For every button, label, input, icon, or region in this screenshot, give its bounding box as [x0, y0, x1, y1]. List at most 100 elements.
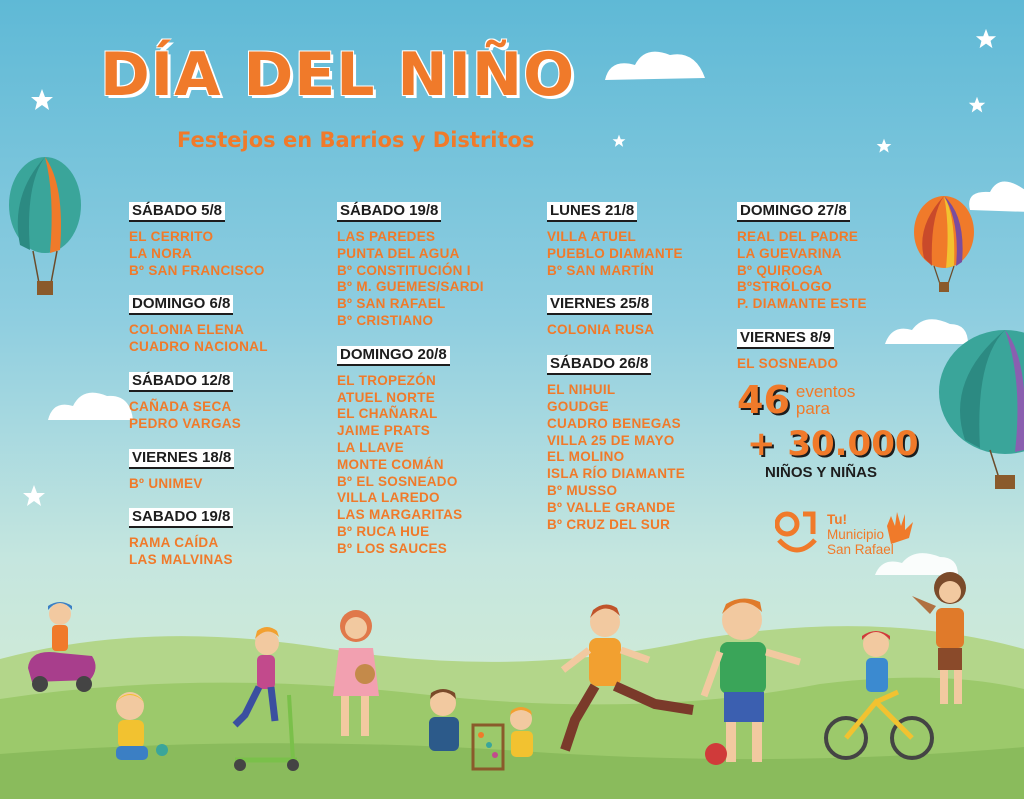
- place-item: Bº SAN MARTÍN: [547, 262, 655, 278]
- day-header: SÁBADO 5/8: [129, 202, 226, 222]
- hands-icon: [887, 512, 913, 544]
- boy-number-five-icon: [700, 598, 801, 765]
- place-item: MONTE COMÁN: [337, 456, 444, 472]
- children-playing-abacus-icon: [429, 689, 533, 771]
- day-header: SABADO 19/8: [129, 508, 234, 529]
- day-header: VIERNES 25/8: [547, 295, 653, 316]
- hot-air-balloon-icon: [9, 157, 81, 295]
- place-item: LAS PAREDES: [337, 229, 436, 244]
- cloud-icon: [48, 392, 133, 420]
- event-group: SÁBADO 5/8 EL CERRITO LA NORA Bº SAN FRA…: [129, 200, 319, 279]
- place-item: BºSTRÓLOGO: [737, 279, 832, 295]
- star-icon: [612, 134, 626, 147]
- day-header: VIERNES 8/9: [737, 328, 834, 349]
- place-item: VILLA ATUEL: [547, 229, 637, 244]
- events-count: 46: [737, 378, 790, 422]
- events-para: para: [795, 399, 830, 418]
- place-item: JAIME PRATS: [337, 423, 431, 439]
- place-item: EL CERRITO: [129, 229, 214, 244]
- schedule-column-3: LUNES 21/8 VILLA ATUEL PUEBLO DIAMANTE B…: [547, 200, 737, 547]
- event-group: VIERNES 18/8 Bº UNIMEV: [129, 447, 319, 493]
- schedule-column-2: SÁBADO 19/8 LAS PAREDES PUNTA DEL AGUA B…: [337, 200, 527, 572]
- place-item: Bº CONSTITUCIÓN I: [337, 262, 471, 278]
- event-group: DOMINGO 20/8 EL TROPEZÓN ATUEL NORTE EL …: [337, 344, 527, 558]
- girl-with-teddy-bear-icon: [333, 610, 379, 736]
- schedule-column-4: DOMINGO 27/8 REAL DEL PADRE LA GUEVARINA…: [737, 200, 927, 387]
- star-icon: [31, 89, 53, 110]
- child-on-bicycle-icon: [824, 631, 934, 760]
- cloud-icon: [605, 51, 705, 80]
- place-item: COLONIA ELENA: [129, 322, 245, 338]
- event-group: DOMINGO 6/8 COLONIA ELENA CUADRO NACIONA…: [129, 293, 319, 356]
- event-group: LUNES 21/8 VILLA ATUEL PUEBLO DIAMANTE B…: [547, 200, 737, 279]
- schedule-column-1: SÁBADO 5/8 EL CERRITO LA NORA Bº SAN FRA…: [129, 200, 319, 583]
- place-item: Bº SAN FRANCISCO: [129, 262, 265, 278]
- place-item: EL MOLINO: [547, 449, 625, 465]
- place-item: CAÑADA SECA: [129, 398, 232, 414]
- place-item: LAS MALVINAS: [129, 552, 233, 568]
- stats-block: 46 eventos para + 30.000 NIÑOS Y NIÑAS: [737, 380, 937, 481]
- place-item: Bº SAN RAFAEL: [337, 296, 446, 312]
- place-item: VILLA LAREDO: [337, 490, 440, 506]
- star-icon: [23, 485, 45, 506]
- place-item: EL TROPEZÓN: [337, 372, 437, 388]
- place-item: LA LLAVE: [337, 439, 404, 455]
- place-item: PUNTA DEL AGUA: [337, 245, 460, 261]
- day-header: VIERNES 18/8: [129, 448, 235, 469]
- place-item: LA NORA: [129, 245, 193, 261]
- child-with-toy-plane-icon: [912, 572, 966, 704]
- day-header: SÁBADO 19/8: [337, 202, 442, 222]
- star-icon: [876, 138, 892, 153]
- star-icon: [975, 28, 997, 49]
- place-item: ISLA RÍO DIAMANTE: [547, 466, 686, 482]
- day-header: DOMINGO 6/8: [129, 295, 234, 316]
- event-group: VIERNES 8/9 EL SOSNEADO: [737, 327, 927, 373]
- event-group: SÁBADO 26/8 EL NIHUIL GOUDGE CUADRO BENE…: [547, 353, 737, 533]
- day-header: LUNES 21/8: [547, 202, 638, 222]
- place-item: GOUDGE: [547, 398, 609, 414]
- place-item: CUADRO BENEGAS: [547, 415, 681, 431]
- place-item: Bº UNIMEV: [129, 475, 203, 491]
- day-header: DOMINGO 20/8: [337, 345, 450, 366]
- place-item: EL SOSNEADO: [737, 355, 839, 371]
- logo-line-3: San Rafael: [827, 542, 894, 557]
- child-on-scooter-icon: [232, 627, 299, 771]
- place-item: Bº LOS SAUCES: [337, 540, 448, 556]
- place-item: EL NIHUIL: [547, 382, 616, 398]
- place-item: Bº QUIROGA: [737, 262, 823, 278]
- hot-air-balloon-icon: [914, 196, 974, 292]
- event-group: VIERNES 25/8 COLONIA RUSA: [547, 293, 737, 339]
- day-header: SÁBADO 26/8: [547, 355, 652, 376]
- place-item: VILLA 25 DE MAYO: [547, 432, 675, 448]
- place-item: Bº M. GUEMES/SARDI: [337, 279, 484, 295]
- logo-line-2: Municipio: [827, 527, 885, 542]
- kids-label: NIÑOS Y NIÑAS: [765, 464, 877, 481]
- place-item: PUEBLO DIAMANTE: [547, 245, 683, 261]
- place-item: PEDRO VARGAS: [129, 415, 242, 431]
- day-header: DOMINGO 27/8: [737, 202, 850, 222]
- place-item: P. DIAMANTE ESTE: [737, 296, 867, 312]
- day-header: SÁBADO 12/8: [129, 371, 234, 392]
- place-item: Bº VALLE GRANDE: [547, 499, 676, 515]
- place-item: EL CHAÑARAL: [337, 406, 438, 422]
- page-title: DÍA DEL NIÑO: [100, 40, 576, 110]
- child-on-ride-on-car-icon: [28, 602, 96, 692]
- place-item: RAMA CAÍDA: [129, 535, 219, 551]
- place-item: ATUEL NORTE: [337, 389, 436, 405]
- event-group: SABADO 19/8 RAMA CAÍDA LAS MALVINAS: [129, 506, 319, 569]
- place-item: Bº MUSSO: [547, 482, 618, 498]
- cloud-icon: [885, 319, 968, 344]
- place-item: COLONIA RUSA: [547, 322, 655, 338]
- cloud-icon: [969, 181, 1024, 212]
- place-item: REAL DEL PADRE: [737, 229, 859, 244]
- page-subtitle: Festejos en Barrios y Distritos: [177, 128, 535, 152]
- event-group: SÁBADO 12/8 CAÑADA SECA PEDRO VARGAS: [129, 370, 319, 433]
- place-item: CUADRO NACIONAL: [129, 339, 268, 355]
- place-item: Bº RUCA HUE: [337, 523, 430, 539]
- cloud-icon: [875, 553, 958, 575]
- event-group: DOMINGO 27/8 REAL DEL PADRE LA GUEVARINA…: [737, 200, 927, 313]
- place-item: Bº CRUZ DEL SUR: [547, 516, 671, 532]
- toddler-with-toy-icon: [116, 692, 168, 760]
- boy-kicking-icon: [560, 604, 694, 752]
